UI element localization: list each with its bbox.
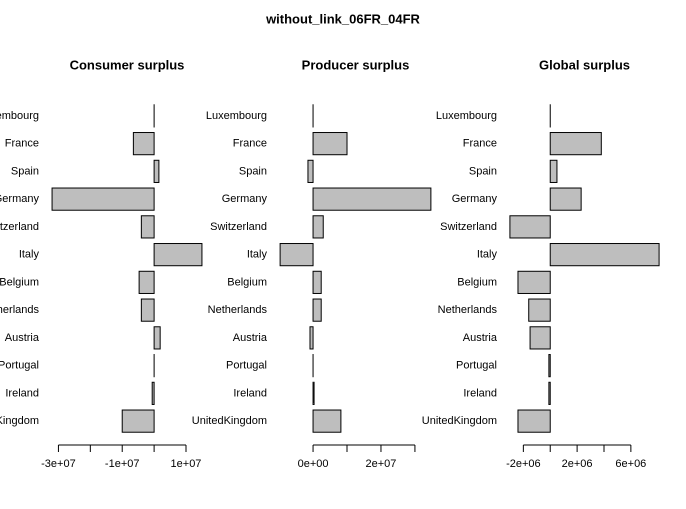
y-tick-label: Belgium [227, 276, 267, 288]
chart-title: without_link_06FR_04FR [265, 11, 420, 26]
bar [312, 409, 342, 433]
bar [549, 132, 602, 156]
bar [312, 270, 322, 294]
y-tick-label: Switzerland [440, 221, 497, 233]
y-tick-label: Portugal [226, 360, 267, 372]
y-tick-label: Spain [469, 165, 497, 177]
y-tick-label: France [463, 138, 497, 150]
bar [151, 381, 155, 405]
y-tick-label: Ireland [463, 387, 497, 399]
y-tick-label: Belgium [0, 276, 39, 288]
bar [312, 381, 315, 405]
bar [529, 326, 551, 350]
x-tick-label: 6e+06 [615, 458, 646, 470]
y-tick-label: Portugal [456, 360, 497, 372]
y-tick-label: Switzerland [0, 221, 39, 233]
y-tick-label: Luxembourg [436, 110, 497, 122]
bar [548, 381, 551, 405]
y-tick-label: Italy [247, 249, 268, 261]
panel-title: Consumer surplus [70, 57, 185, 72]
x-tick-label: 2e+07 [366, 458, 397, 470]
bar [549, 187, 582, 211]
y-tick-label: Belgium [457, 276, 497, 288]
bar [51, 187, 155, 211]
bar [517, 409, 551, 433]
y-tick-label: Italy [19, 249, 40, 261]
bar [153, 159, 160, 183]
y-tick-label: Netherlands [208, 304, 268, 316]
bar [312, 215, 324, 239]
y-tick-label: France [233, 138, 267, 150]
bar [312, 298, 322, 322]
y-tick-label: Austria [5, 332, 40, 344]
y-tick-label: UnitedKingdom [422, 415, 497, 427]
x-tick-label: -3e+07 [41, 458, 76, 470]
bar [153, 243, 203, 267]
bar [509, 215, 551, 239]
bar [548, 354, 551, 378]
y-tick-label: Ireland [233, 387, 267, 399]
bar [153, 326, 161, 350]
x-tick-label: 0e+00 [298, 458, 329, 470]
x-tick-label: 1e+07 [171, 458, 202, 470]
y-tick-label: Netherlands [438, 304, 498, 316]
bar [279, 243, 314, 267]
x-tick-label: 2e+06 [562, 458, 593, 470]
bar [528, 298, 551, 322]
bar [121, 409, 155, 433]
panel-title: Global surplus [539, 57, 630, 72]
y-tick-label: Netherlands [0, 304, 39, 316]
bar [517, 270, 551, 294]
bar [549, 243, 660, 267]
bar [309, 326, 314, 350]
y-tick-label: Germany [0, 193, 39, 205]
y-tick-label: Spain [11, 165, 39, 177]
x-tick-label: -1e+07 [105, 458, 140, 470]
y-tick-label: Spain [239, 165, 267, 177]
y-tick-label: Germany [222, 193, 268, 205]
y-tick-label: Switzerland [210, 221, 267, 233]
y-tick-label: Luxembourg [0, 110, 39, 122]
y-tick-label: Luxembourg [206, 110, 267, 122]
y-tick-label: Germany [452, 193, 498, 205]
y-tick-label: Austria [233, 332, 268, 344]
bar [140, 298, 155, 322]
bar [312, 132, 348, 156]
bar [132, 132, 155, 156]
y-tick-label: Portugal [0, 360, 39, 372]
bar [312, 187, 432, 211]
y-tick-label: Ireland [5, 387, 39, 399]
panel-title: Producer surplus [302, 57, 410, 72]
bar [549, 159, 558, 183]
bar [307, 159, 314, 183]
y-tick-label: UnitedKingdom [0, 415, 39, 427]
y-tick-label: France [5, 138, 39, 150]
y-tick-label: UnitedKingdom [192, 415, 267, 427]
bar [138, 270, 155, 294]
y-tick-label: Italy [477, 249, 498, 261]
bar [140, 215, 155, 239]
x-tick-label: -2e+06 [506, 458, 541, 470]
y-tick-label: Austria [463, 332, 498, 344]
